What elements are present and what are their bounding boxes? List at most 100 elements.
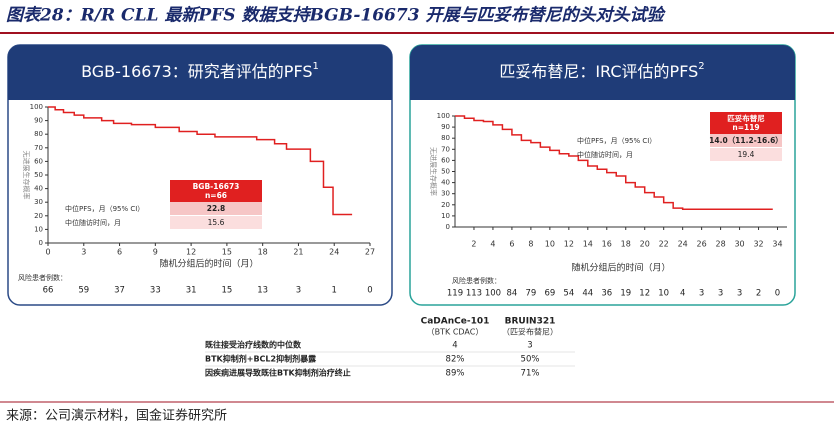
inset-header-n: n=119 xyxy=(732,123,759,132)
x-tick-label: 15 xyxy=(222,248,232,257)
y-tick-label: 40 xyxy=(441,179,450,187)
left-panel-header xyxy=(8,45,392,100)
at-risk-value: 15 xyxy=(221,286,232,296)
x-tick-label: 20 xyxy=(640,240,650,249)
x-tick-label: 27 xyxy=(365,248,375,257)
inset-header-name: 匹妥布替尼 xyxy=(727,113,765,123)
survival-curve xyxy=(455,115,773,210)
x-tick-label: 18 xyxy=(621,240,631,249)
at-risk-value: 19 xyxy=(620,289,631,299)
x-tick-label: 14 xyxy=(583,240,593,249)
inset-row-label: 中位PFS，月（95% CI） xyxy=(65,204,144,213)
table-header: CaDAnCe-101 xyxy=(421,317,490,327)
at-risk-value: 0 xyxy=(367,286,372,296)
x-axis-label: 随机分组后的时间（月） xyxy=(571,262,670,274)
x-tick-label: 4 xyxy=(490,240,495,249)
panel-title-sup: 1 xyxy=(313,61,319,72)
inset-cell xyxy=(710,134,782,147)
panel-title: 匹妥布替尼：IRC评估的PFS2 xyxy=(499,61,704,81)
x-tick-label: 34 xyxy=(772,240,782,249)
y-tick-label: 100 xyxy=(437,112,450,120)
table-cell: 89% xyxy=(446,369,465,379)
y-tick-label: 40 xyxy=(34,185,43,193)
inset-cell xyxy=(710,148,782,161)
x-tick-label: 26 xyxy=(697,240,707,249)
at-risk-value: 1 xyxy=(332,286,337,296)
x-tick-label: 12 xyxy=(186,248,196,257)
at-risk-value: 13 xyxy=(257,286,268,296)
x-tick-label: 21 xyxy=(293,248,303,257)
inset-cell xyxy=(170,202,262,215)
x-tick-label: 30 xyxy=(734,240,744,249)
y-axis-label: 无进展生存概率 xyxy=(429,147,438,196)
inset-row-value: 22.8 xyxy=(207,204,226,213)
at-risk-value: 36 xyxy=(601,289,612,299)
table-row-label: 因疾病进展导致既往BTK抑制剂治疗终止 xyxy=(205,368,351,378)
table-header-sub: （BTK CDAC） xyxy=(427,328,484,337)
x-tick-label: 0 xyxy=(45,248,50,257)
y-tick-label: 10 xyxy=(34,225,43,233)
inset-header xyxy=(170,180,262,202)
at-risk-value: 44 xyxy=(582,289,593,299)
at-risk-value: 66 xyxy=(43,286,54,296)
at-risk-value: 31 xyxy=(186,286,197,296)
at-risk-value: 2 xyxy=(756,289,761,299)
y-tick-label: 50 xyxy=(34,171,43,179)
x-tick-label: 28 xyxy=(716,240,726,249)
panel-title-sup: 2 xyxy=(698,61,704,72)
at-risk-value: 37 xyxy=(114,286,125,296)
x-axis-label: 随机分组后的时间（月） xyxy=(159,258,258,270)
x-tick-label: 32 xyxy=(753,240,763,249)
table-row-label: BTK抑制剂+BCL2抑制剂暴露 xyxy=(205,354,317,364)
y-tick-label: 90 xyxy=(441,123,450,131)
at-risk-label: 风险患者例数： xyxy=(452,276,501,285)
y-tick-label: 0 xyxy=(446,223,450,231)
inset-header-name: BGB-16673 xyxy=(193,182,240,191)
y-tick-label: 30 xyxy=(34,198,43,206)
inset-row-label: 中位PFS，月（95% CI） xyxy=(577,136,656,145)
y-tick-label: 50 xyxy=(441,168,450,176)
x-tick-label: 8 xyxy=(528,240,533,249)
x-tick-label: 16 xyxy=(602,240,612,249)
at-risk-value: 33 xyxy=(150,286,161,296)
inset-header xyxy=(710,112,782,134)
right-panel-header xyxy=(410,45,795,100)
inset-cell xyxy=(170,216,262,229)
x-tick-label: 18 xyxy=(258,248,268,257)
at-risk-value: 3 xyxy=(737,289,742,299)
x-tick-label: 22 xyxy=(659,240,669,249)
inset-header-n: n=66 xyxy=(205,191,227,200)
table-cell: 3 xyxy=(527,341,532,351)
at-risk-label: 风险患者例数： xyxy=(18,273,67,282)
y-tick-label: 0 xyxy=(39,239,43,247)
panel-title-text: BGB-16673：研究者评估的PFS xyxy=(81,62,312,81)
x-tick-label: 9 xyxy=(153,248,158,257)
y-tick-label: 70 xyxy=(441,145,450,153)
table-header-sub: （匹妥布替尼） xyxy=(502,327,558,337)
at-risk-value: 4 xyxy=(680,289,685,299)
inset-row-label: 中位随访时间，月 xyxy=(65,218,121,227)
table-header: BRUIN321 xyxy=(505,317,556,327)
figure-title: 图表28：R/R CLL 最新PFS 数据支持BGB-16673 开展与匹妥布替… xyxy=(6,6,666,26)
table-row-label: 既往接受治疗线数的中位数 xyxy=(205,340,302,350)
at-risk-value: 69 xyxy=(544,289,555,299)
inset-row-value: 19.4 xyxy=(738,150,755,159)
y-tick-label: 60 xyxy=(441,156,450,164)
survival-curve xyxy=(48,106,353,216)
at-risk-value: 59 xyxy=(78,286,89,296)
at-risk-value: 3 xyxy=(699,289,704,299)
y-tick-label: 10 xyxy=(441,212,450,220)
y-tick-label: 60 xyxy=(34,157,43,165)
y-tick-label: 20 xyxy=(34,212,43,220)
x-tick-label: 24 xyxy=(678,240,688,249)
panel-title: BGB-16673：研究者评估的PFS1 xyxy=(81,61,319,81)
y-tick-label: 30 xyxy=(441,190,450,198)
at-risk-value: 100 xyxy=(485,289,501,299)
x-tick-label: 24 xyxy=(329,248,339,257)
table-cell: 71% xyxy=(521,369,540,379)
at-risk-value: 12 xyxy=(639,289,650,299)
x-tick-label: 2 xyxy=(471,240,476,249)
x-tick-label: 6 xyxy=(117,248,122,257)
table-cell: 82% xyxy=(446,355,465,365)
